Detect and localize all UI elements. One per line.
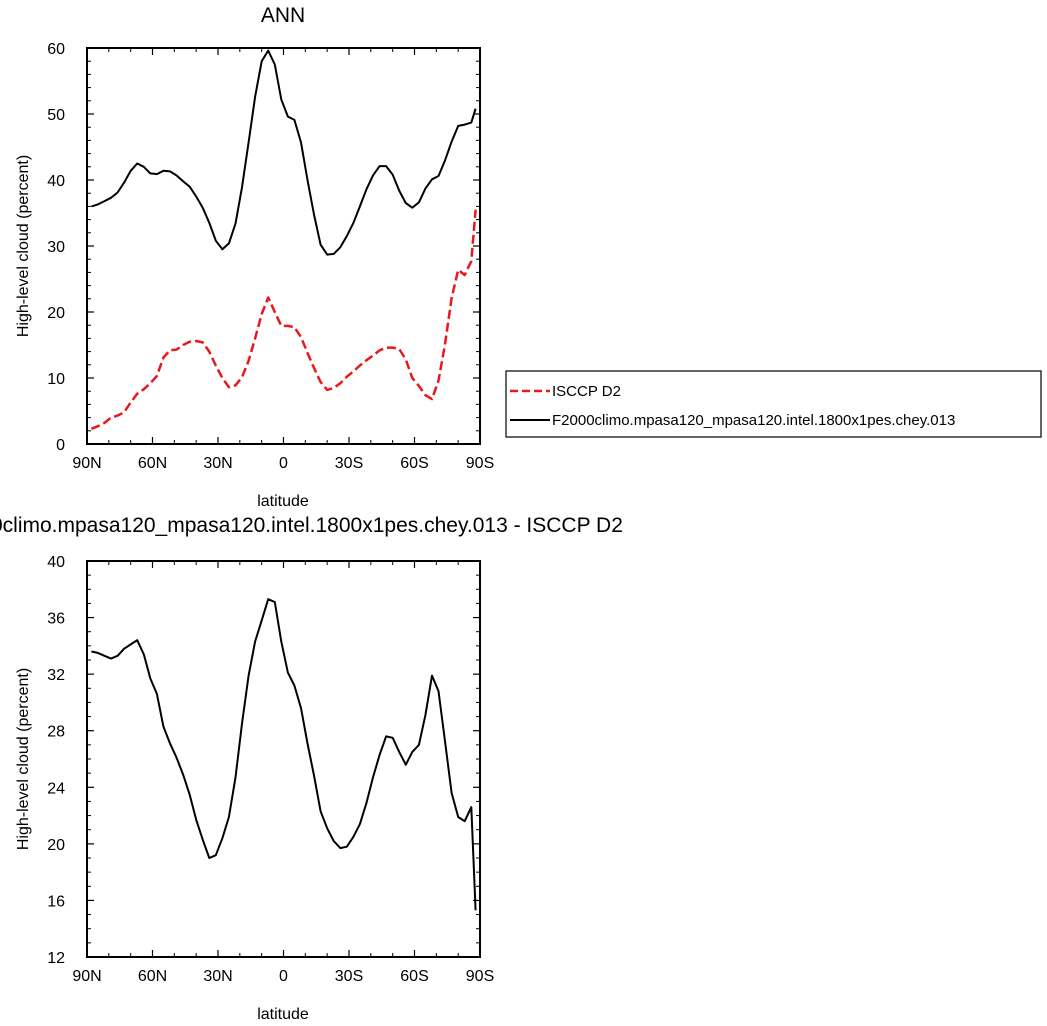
top-x-tick-label: 0	[279, 455, 288, 472]
legend-box	[505, 370, 1042, 438]
top-y-tick-label: 20	[47, 305, 65, 322]
bottom-y-tick-label: 16	[47, 893, 65, 910]
bottom-y-tick-label: 28	[47, 724, 65, 741]
top-x-tick-label: 90N	[72, 455, 101, 472]
top-x-tick-label: 60N	[138, 455, 167, 472]
top-x-tick-label: 60S	[400, 455, 428, 472]
bottom-y-tick-label: 32	[47, 667, 65, 684]
bottom-x-tick-label: 30N	[203, 968, 232, 985]
bottom-x-tick-label: 90S	[466, 968, 494, 985]
top-y-tick-label: 40	[47, 173, 65, 190]
top-series-line-1	[90, 209, 477, 430]
bottom-y-tick-label: 36	[47, 611, 65, 628]
top-y-axis-title: High-level cloud (percent)	[15, 155, 32, 337]
top-panel-title: ANN	[261, 4, 305, 27]
bottom-y-tick-label: 12	[47, 950, 65, 967]
bottom-panel-ticks: 90N 60N 30N 0 30S 60S 90S 12 16 20 24 28 32 36 40	[47, 554, 494, 985]
bottom-y-axis-title: High-level cloud (percent)	[15, 668, 32, 850]
bottom-panel-title: F2000climo.mpasa120_mpasa120.intel.1800x…	[0, 514, 623, 537]
legend: ISCCP D2 F2000climo.mpasa120_mpasa120.in…	[505, 370, 1042, 438]
legend-label-isccp: ISCCP D2	[552, 383, 621, 400]
bottom-x-tick-label: 60S	[400, 968, 428, 985]
bottom-x-tick-label: 60N	[138, 968, 167, 985]
bottom-x-tick-label: 0	[279, 968, 288, 985]
bottom-y-tick-label: 40	[47, 554, 65, 571]
top-x-tick-label: 30S	[335, 455, 363, 472]
bottom-series-line-1	[91, 598, 477, 911]
top-y-tick-label: 60	[47, 41, 65, 58]
bottom-x-tick-label: 30S	[335, 968, 363, 985]
top-series-line-2	[91, 49, 477, 256]
top-y-tick-label: 0	[56, 437, 65, 454]
top-x-tick-label: 90S	[466, 455, 494, 472]
bottom-plot-frame	[86, 560, 481, 958]
bottom-y-tick-label: 24	[47, 780, 65, 797]
bottom-x-axis-title: latitude	[257, 1006, 309, 1023]
top-y-tick-label: 30	[47, 239, 65, 256]
top-y-tick-label: 10	[47, 371, 65, 388]
bottom-panel: F2000climo.mpasa120_mpasa120.intel.1800x…	[0, 514, 623, 1023]
top-x-tick-label: 30N	[203, 455, 232, 472]
bottom-x-tick-label: 90N	[72, 968, 101, 985]
top-y-tick-label: 50	[47, 107, 65, 124]
top-x-axis-title: latitude	[257, 493, 309, 510]
legend-label-model: F2000climo.mpasa120_mpasa120.intel.1800x…	[552, 412, 955, 429]
top-panel-ticks: 90N 60N 30N 0 30S 60S 90S 0 10 20 30 40 50 60	[47, 41, 494, 472]
bottom-y-tick-label: 20	[47, 837, 65, 854]
top-panel: ANN 90N 60N 30N 0 30S 60S 90S 0 10 20 30 40 50 60 lat…	[15, 4, 494, 510]
top-panel-marks	[90, 49, 477, 430]
bottom-panel-marks	[91, 598, 477, 911]
